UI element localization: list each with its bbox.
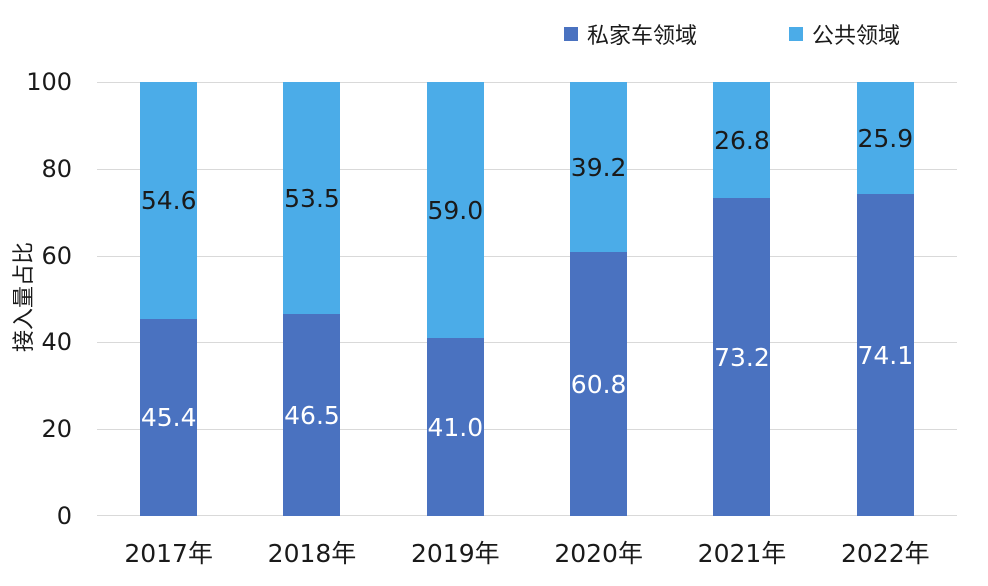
y-tick-label: 60 [41, 241, 72, 270]
y-tick-label: 40 [41, 328, 72, 357]
y-tick-label: 80 [41, 154, 72, 183]
bar-segment: 59.0 [426, 82, 484, 339]
bar-segment: 74.1 [856, 194, 914, 516]
bar-segment: 45.4 [140, 318, 198, 516]
bar-segment: 25.9 [856, 82, 914, 195]
value-label: 74.1 [857, 340, 914, 370]
stacked-bar-2019年: 41.0 59.0 [426, 82, 484, 516]
x-tick-label: 2019年 [411, 539, 500, 568]
legend-item: 私家车领域 [563, 18, 697, 50]
bar-series-container: 45.4 54.6 46.5 53.5 41.0 59.0 60.8 39.2 73.2 26.8… [97, 82, 957, 516]
gridline-20 [97, 429, 957, 431]
stacked-bar-2022年: 74.1 25.9 [856, 82, 914, 516]
value-label: 46.5 [284, 400, 340, 430]
stacked-bar-2020年: 60.8 39.2 [570, 82, 628, 516]
y-tick-label: 20 [41, 415, 72, 444]
value-label: 73.2 [714, 342, 770, 372]
bar-slot-2021年: 73.2 26.8 [670, 82, 813, 516]
bar-slot-2017年: 45.4 54.6 [97, 82, 240, 516]
bar-segment: 26.8 [713, 82, 771, 199]
gridline-40 [97, 342, 957, 344]
bar-segment: 39.2 [570, 82, 628, 253]
bar-slot-2018年: 46.5 53.5 [240, 82, 383, 516]
x-tick-label: 2020年 [554, 539, 643, 568]
bar-slot-2019年: 41.0 59.0 [384, 82, 527, 516]
value-label: 26.8 [714, 125, 770, 155]
bar-slot-2022年: 74.1 25.9 [814, 82, 957, 516]
legend-label: 公共领域 [811, 24, 900, 49]
value-label: 41.0 [427, 412, 484, 442]
gridline-0 [97, 515, 957, 516]
legend-swatch-icon [563, 27, 578, 41]
bar-slot-2020年: 60.8 39.2 [527, 82, 670, 516]
x-tick-label: 2018年 [267, 539, 357, 568]
y-tick-label: 0 [56, 502, 72, 530]
value-label: 45.4 [140, 402, 197, 432]
y-tick-label: 100 [26, 68, 72, 96]
value-label: 60.8 [570, 369, 627, 399]
value-label: 59.0 [427, 195, 484, 225]
bar-segment: 41.0 [426, 338, 484, 516]
plot-area: 45.4 54.6 46.5 53.5 41.0 59.0 60.8 39.2 73.2 26.8… [97, 82, 957, 516]
gridline-60 [97, 255, 957, 257]
chart-legend: 私家车领域 公共领域 [0, 18, 988, 50]
legend-item: 公共领域 [788, 18, 900, 50]
legend-swatch-icon [788, 27, 803, 41]
x-tick-label: 2021年 [697, 539, 787, 568]
x-tick-label: 2017年 [124, 539, 213, 568]
legend-label: 私家车领域 [586, 24, 697, 49]
value-label: 25.9 [857, 123, 914, 153]
gridline-100 [97, 82, 957, 83]
stacked-bar-2018年: 46.5 53.5 [283, 82, 341, 516]
bar-segment: 53.5 [283, 82, 341, 315]
bar-segment: 73.2 [713, 198, 771, 516]
gridline-80 [97, 168, 957, 170]
x-tick-label: 2022年 [841, 539, 930, 568]
bar-segment: 46.5 [283, 314, 341, 516]
stacked-bar-2021年: 73.2 26.8 [713, 82, 771, 516]
bar-segment: 54.6 [140, 82, 198, 319]
bar-segment: 60.8 [570, 252, 628, 516]
value-label: 39.2 [570, 152, 627, 182]
stacked-bar-2017年: 45.4 54.6 [140, 82, 198, 516]
value-label: 54.6 [140, 185, 197, 215]
value-label: 53.5 [284, 183, 340, 213]
